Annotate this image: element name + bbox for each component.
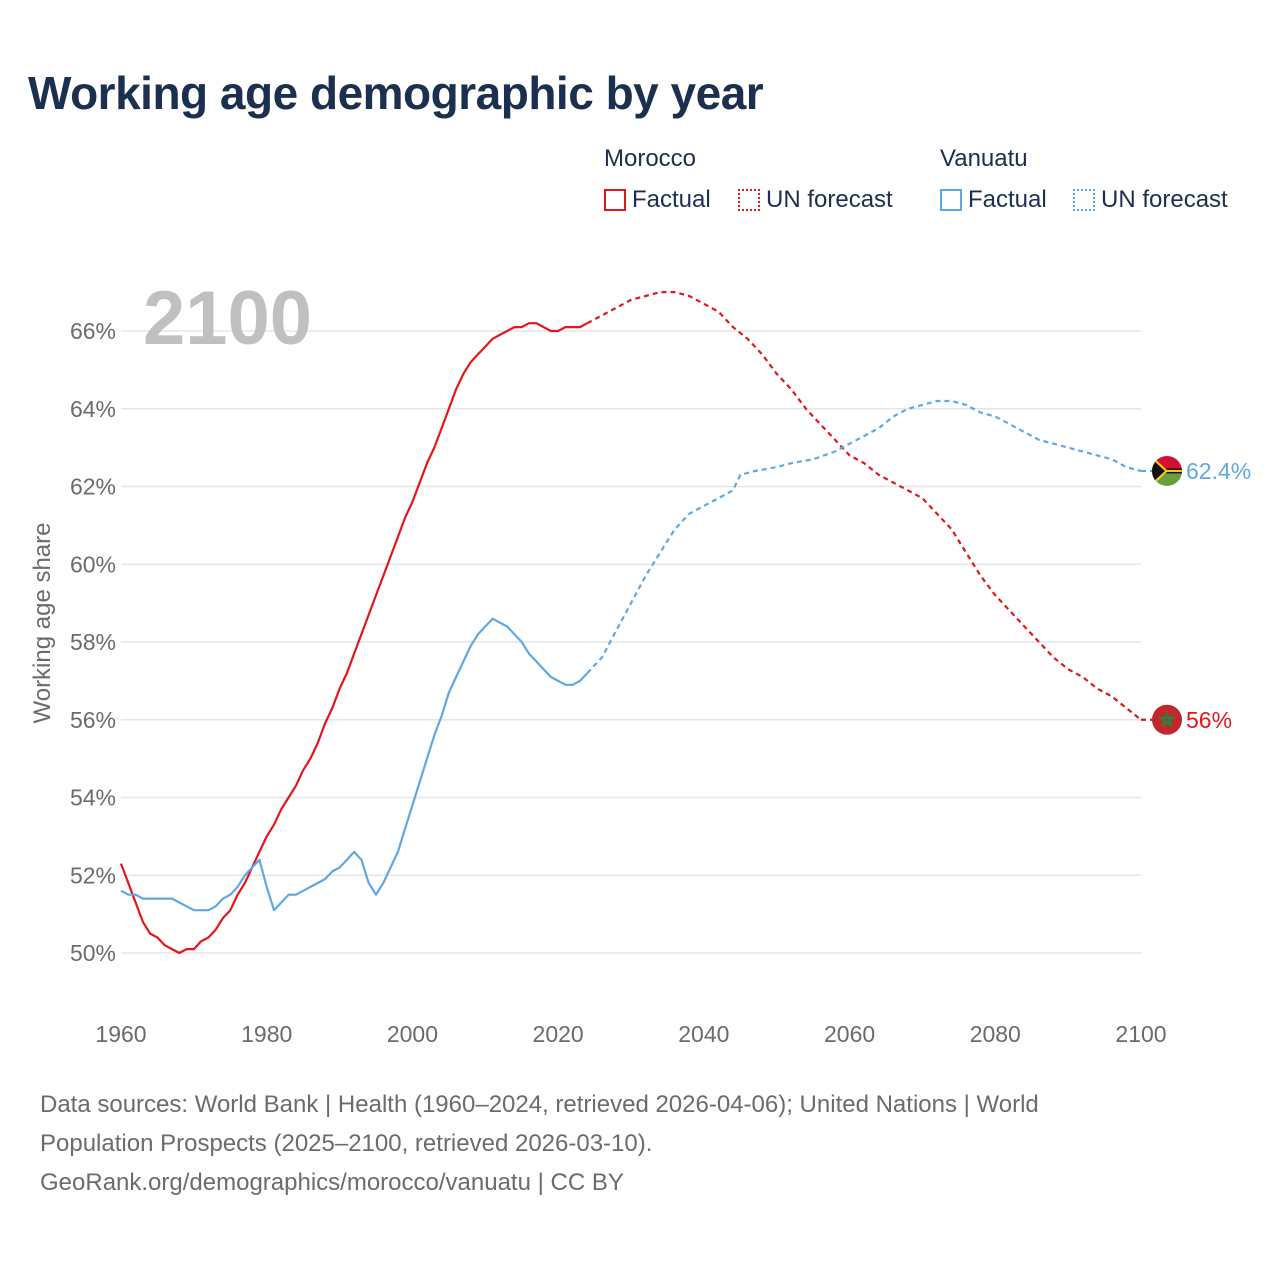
legend-swatch-vanuatu-forecast [1073,189,1095,211]
x-tick-label: 1960 [95,1021,146,1047]
y-tick-label: 56% [70,707,116,733]
morocco-flag-icon [1152,704,1182,735]
y-tick-label: 60% [70,551,116,577]
morocco-forecast-line[interactable] [586,291,1142,721]
x-tick-label: 2040 [678,1021,729,1047]
x-axis: 1960 1980 2000 2020 2040 2060 2080 2100 [95,1021,1166,1047]
y-tick-label: 58% [70,629,116,655]
legend-group-vanuatu: Vanuatu [940,145,1028,172]
y-axis-label: Working age share [29,523,56,724]
source-line-3[interactable]: GeoRank.org/demographics/morocco/vanuatu… [40,1169,624,1196]
line-chart: 2100 50% 52% 54% 56% 58% 60% 62% 64% 66% 1960 198… [29,276,1251,1047]
legend-vanuatu-factual[interactable]: Factual [940,186,1047,214]
y-tick-label: 54% [70,785,116,811]
x-tick-label: 2100 [1115,1021,1166,1047]
footer: Data sources: World Bank | Health (1960–… [40,1085,1180,1202]
legend-label: UN forecast [766,186,893,213]
x-tick-label: 2020 [533,1021,584,1047]
series-lines [119,291,1142,955]
legend-group-morocco: Morocco [604,145,697,172]
legend-morocco-factual[interactable]: Factual [604,186,711,214]
legend-morocco-forecast[interactable]: UN forecast [738,186,893,214]
y-axis: 50% 52% 54% 56% 58% 60% 62% 64% 66% [70,318,116,966]
legend-label: Factual [632,186,711,213]
y-tick-label: 52% [70,862,116,888]
legend-vanuatu-forecast[interactable]: UN forecast [1073,186,1228,214]
vanuatu-forecast-line[interactable] [586,399,1142,674]
chart-title: Working age demographic by year [28,67,764,119]
grid-lines [121,330,1141,954]
x-tick-label: 2000 [387,1021,438,1047]
x-tick-label: 1980 [241,1021,292,1047]
legend-swatch-morocco-factual [604,189,626,211]
y-tick-label: 64% [70,396,116,422]
morocco-end-label: 56% [1186,707,1232,733]
legend-swatch-vanuatu-factual [940,189,962,211]
y-tick-label: 66% [70,318,116,344]
y-tick-label: 62% [70,474,116,500]
end-markers: 56% 62.4% [1141,455,1251,735]
source-line-2: Population Prospects (2025–2100, retriev… [40,1130,653,1157]
vanuatu-end-label: 62.4% [1186,458,1251,484]
year-watermark: 2100 [143,276,312,361]
legend-swatch-morocco-forecast [738,189,760,211]
vanuatu-factual-line[interactable] [120,617,589,912]
x-tick-label: 2080 [970,1021,1021,1047]
legend-label: Factual [968,186,1047,213]
vanuatu-flag-icon [1152,455,1182,486]
legend-label: UN forecast [1101,186,1228,213]
morocco-factual-line[interactable] [119,322,588,955]
source-line-1: Data sources: World Bank | Health (1960–… [40,1091,1039,1118]
y-tick-label: 50% [70,940,116,966]
x-tick-label: 2060 [824,1021,875,1047]
